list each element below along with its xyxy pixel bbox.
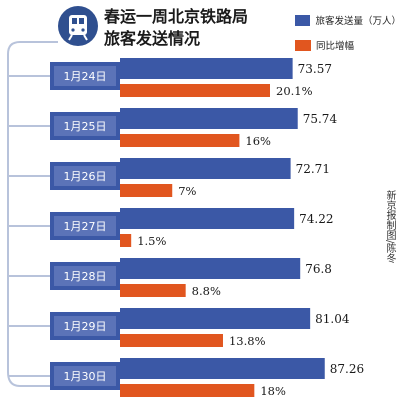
volume-bar: [120, 358, 325, 379]
growth-bar: [120, 184, 173, 197]
growth-bar: [120, 384, 255, 397]
date-tab-inner: [54, 266, 116, 286]
date-tab-inner: [54, 316, 116, 336]
growth-bar: [120, 284, 186, 297]
volume-bar: [120, 158, 291, 179]
volume-bar: [120, 208, 295, 229]
legend: 旅客发送量（万人） 同比增幅: [291, 7, 400, 57]
growth-bar: [120, 84, 270, 97]
growth-bar: [120, 234, 132, 247]
category-label: 1月26日: [64, 170, 107, 183]
volume-bar: [120, 258, 301, 279]
growth-data-label: 16%: [245, 134, 271, 148]
legend-growth-label: 同比增幅: [316, 41, 355, 52]
growth-data-label: 8.8%: [192, 284, 221, 298]
growth-data-label: 13.8%: [229, 334, 266, 348]
volume-data-label: 75.74: [303, 112, 338, 126]
volume-data-label: 73.57: [298, 62, 332, 76]
date-tab-inner: [54, 166, 116, 186]
growth-bar: [120, 334, 223, 347]
date-tab-inner: [54, 216, 116, 236]
growth-data-label: 20.1%: [276, 84, 313, 98]
growth-data-label: 18%: [260, 384, 286, 398]
volume-data-label: 74.22: [299, 212, 333, 226]
credit-text: 新京报制图/陈冬: [384, 190, 395, 264]
volume-data-label: 72.71: [296, 162, 330, 176]
volume-bar: [120, 58, 293, 79]
growth-data-label: 1.5%: [137, 234, 166, 248]
category-label: 1月25日: [64, 120, 107, 133]
legend-growth-swatch: [295, 39, 311, 51]
category-label: 1月28日: [64, 270, 107, 283]
volume-data-label: 81.04: [315, 312, 350, 326]
growth-data-label: 7%: [178, 184, 196, 198]
date-tab-inner: [54, 366, 116, 386]
volume-bar: [120, 108, 298, 129]
legend-growth: 同比增幅: [295, 38, 354, 52]
connector-line: [7, 41, 58, 387]
date-tab-inner: [54, 116, 116, 136]
category-label: 1月24日: [64, 70, 107, 83]
legend-volume-swatch: [295, 14, 311, 26]
category-label: 1月29日: [64, 320, 107, 333]
volume-data-label: 87.26: [330, 362, 364, 376]
volume-bar: [120, 308, 311, 329]
legend-volume: 旅客发送量（万人）: [295, 13, 400, 27]
category-label: 1月27日: [64, 220, 107, 233]
legend-volume-label: 旅客发送量（万人）: [315, 16, 400, 27]
train-icon: [58, 6, 98, 46]
volume-data-label: 76.8: [305, 262, 332, 276]
chart-title: 春运一周北京铁路局 旅客发送情况: [104, 7, 249, 48]
date-tab-inner: [54, 66, 116, 86]
growth-bar: [120, 134, 240, 147]
category-label: 1月30日: [64, 370, 107, 383]
